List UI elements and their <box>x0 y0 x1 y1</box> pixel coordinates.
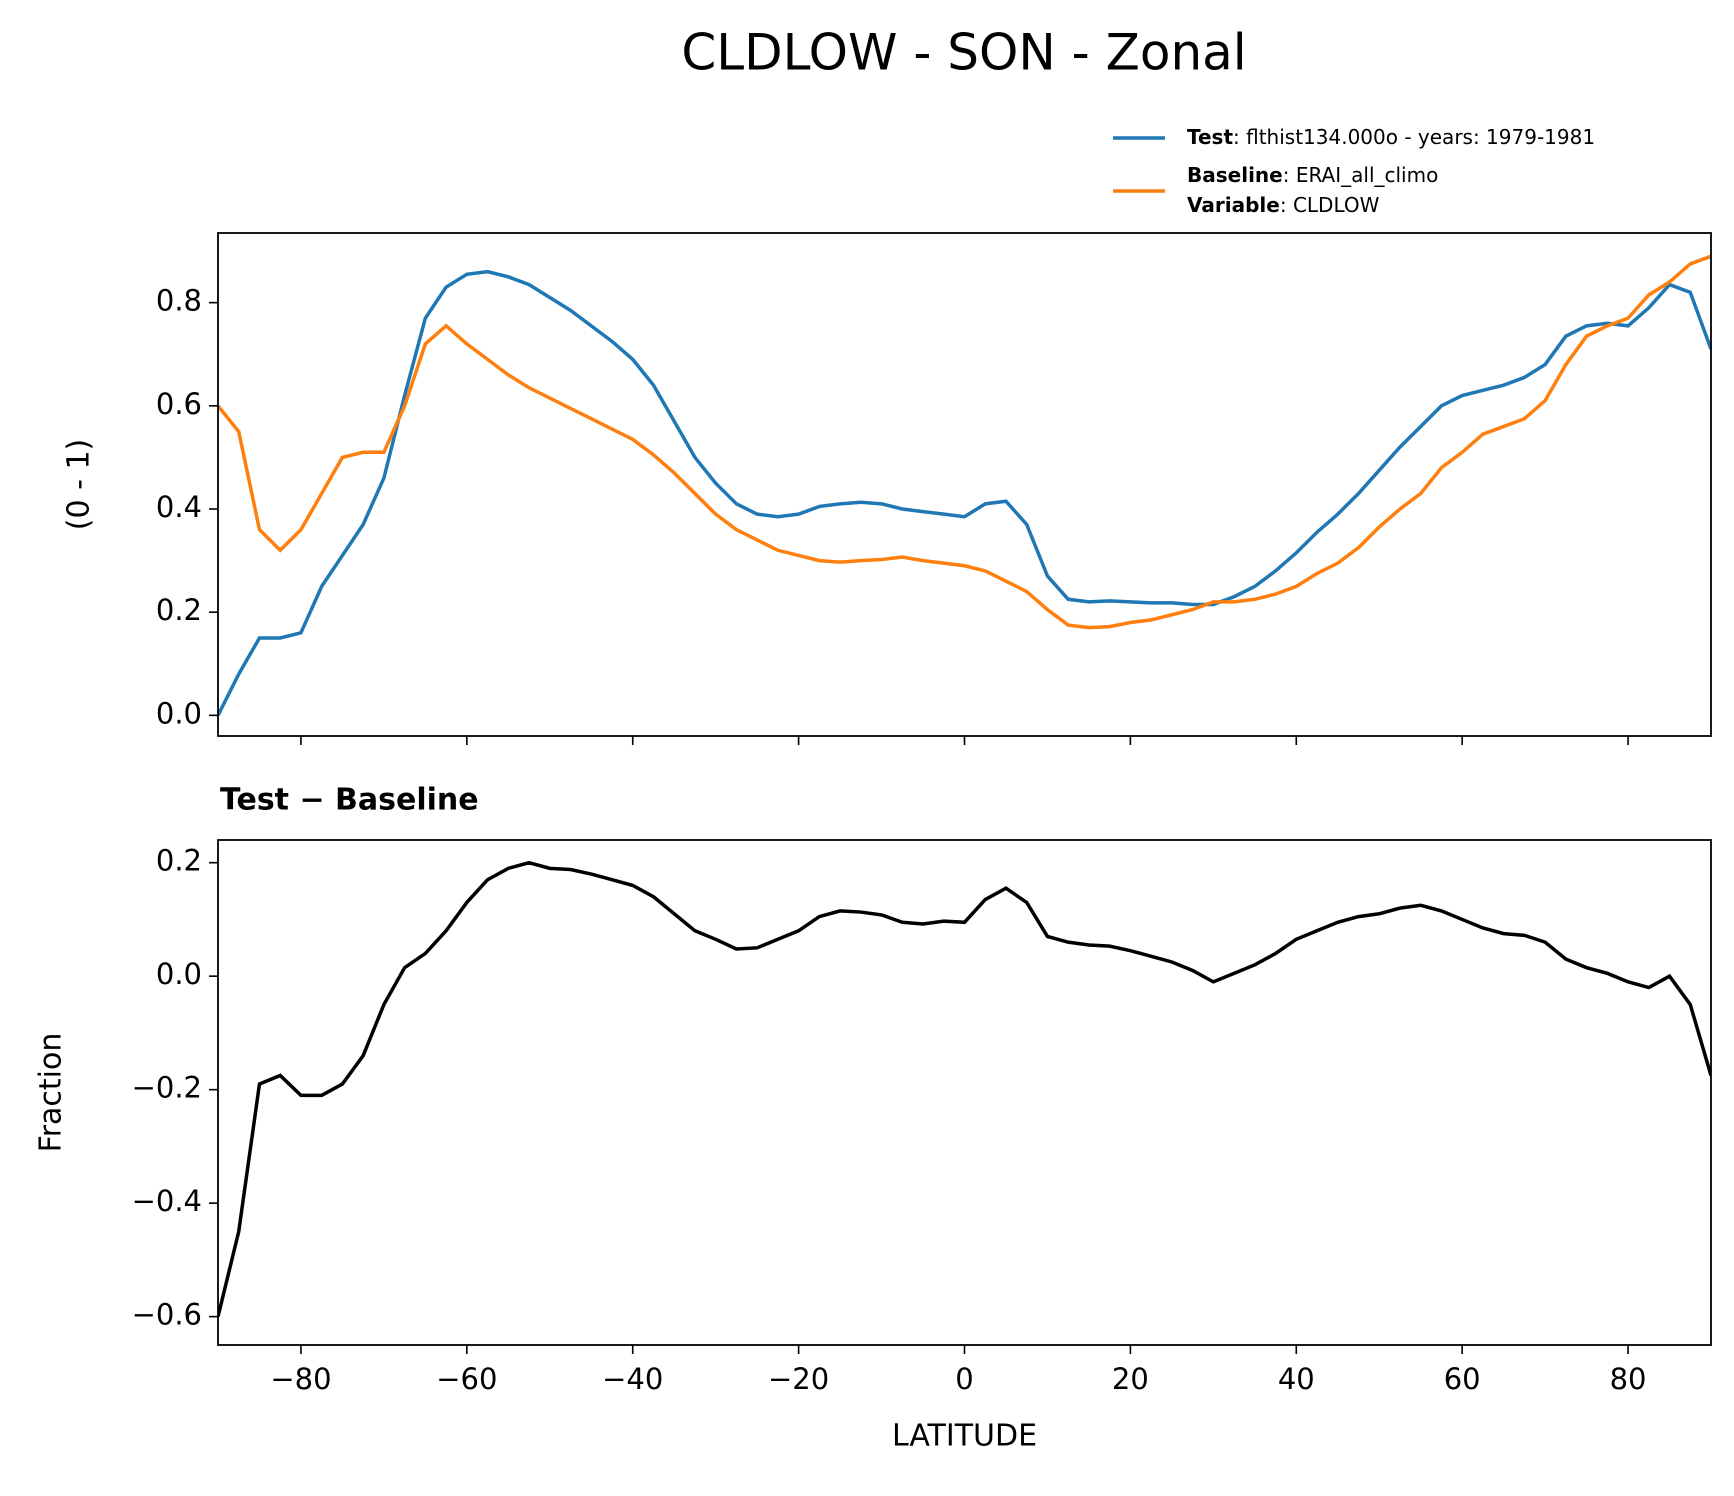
legend-description: : ERAI_all_climo <box>1283 163 1439 187</box>
y-tick-label: 0.2 <box>156 844 202 878</box>
legend-description: : flthist134.000o - years: 1979-1981 <box>1233 125 1595 149</box>
legend-label: Test: flthist134.000o - years: 1979-1981 <box>1187 125 1595 149</box>
y-tick-label: 0.8 <box>156 284 202 318</box>
panel-title: Test − Baseline <box>220 783 479 818</box>
y-tick-label: −0.2 <box>132 1071 202 1105</box>
y-tick-label: −0.6 <box>132 1298 202 1332</box>
figure-title: CLDLOW - SON - Zonal <box>681 24 1246 82</box>
axes-frame <box>217 839 1712 1346</box>
data-line <box>218 860 1711 1318</box>
plot-area <box>218 860 1711 1318</box>
x-tick-label: 0 <box>955 1362 973 1396</box>
y-tick-label: −0.4 <box>132 1184 202 1218</box>
y-tick-label: 0.0 <box>156 957 202 991</box>
axes-frame <box>217 232 1712 737</box>
data-line <box>218 254 1711 630</box>
x-tick-label: 60 <box>1444 1362 1481 1396</box>
legend-note-text: : CLDLOW <box>1280 193 1380 217</box>
legend-name: Baseline <box>1187 163 1283 187</box>
y-axis-label: Fraction <box>34 1033 69 1153</box>
data-line <box>218 269 1711 717</box>
legend-label: Baseline: ERAI_all_climo <box>1187 163 1438 187</box>
legend-note: Variable: CLDLOW <box>1187 193 1380 217</box>
x-tick-label: −40 <box>602 1362 663 1396</box>
y-tick-label: 0.6 <box>156 387 202 421</box>
x-tick-label: −80 <box>270 1362 331 1396</box>
y-tick-label: 0.4 <box>156 490 202 524</box>
y-axis-label: (0 - 1) <box>62 439 97 530</box>
y-tick-label: 0.2 <box>156 593 202 627</box>
y-tick-label: 0.0 <box>156 696 202 730</box>
x-tick-label: 40 <box>1278 1362 1315 1396</box>
x-tick-label: 80 <box>1610 1362 1647 1396</box>
x-tick-label: 20 <box>1112 1362 1149 1396</box>
legend-name: Test <box>1187 125 1233 149</box>
plot-area <box>218 254 1711 717</box>
legend-note-name: Variable <box>1187 193 1280 217</box>
x-axis-label: LATITUDE <box>892 1419 1037 1454</box>
x-tick-label: −20 <box>768 1362 829 1396</box>
x-tick-label: −60 <box>436 1362 497 1396</box>
